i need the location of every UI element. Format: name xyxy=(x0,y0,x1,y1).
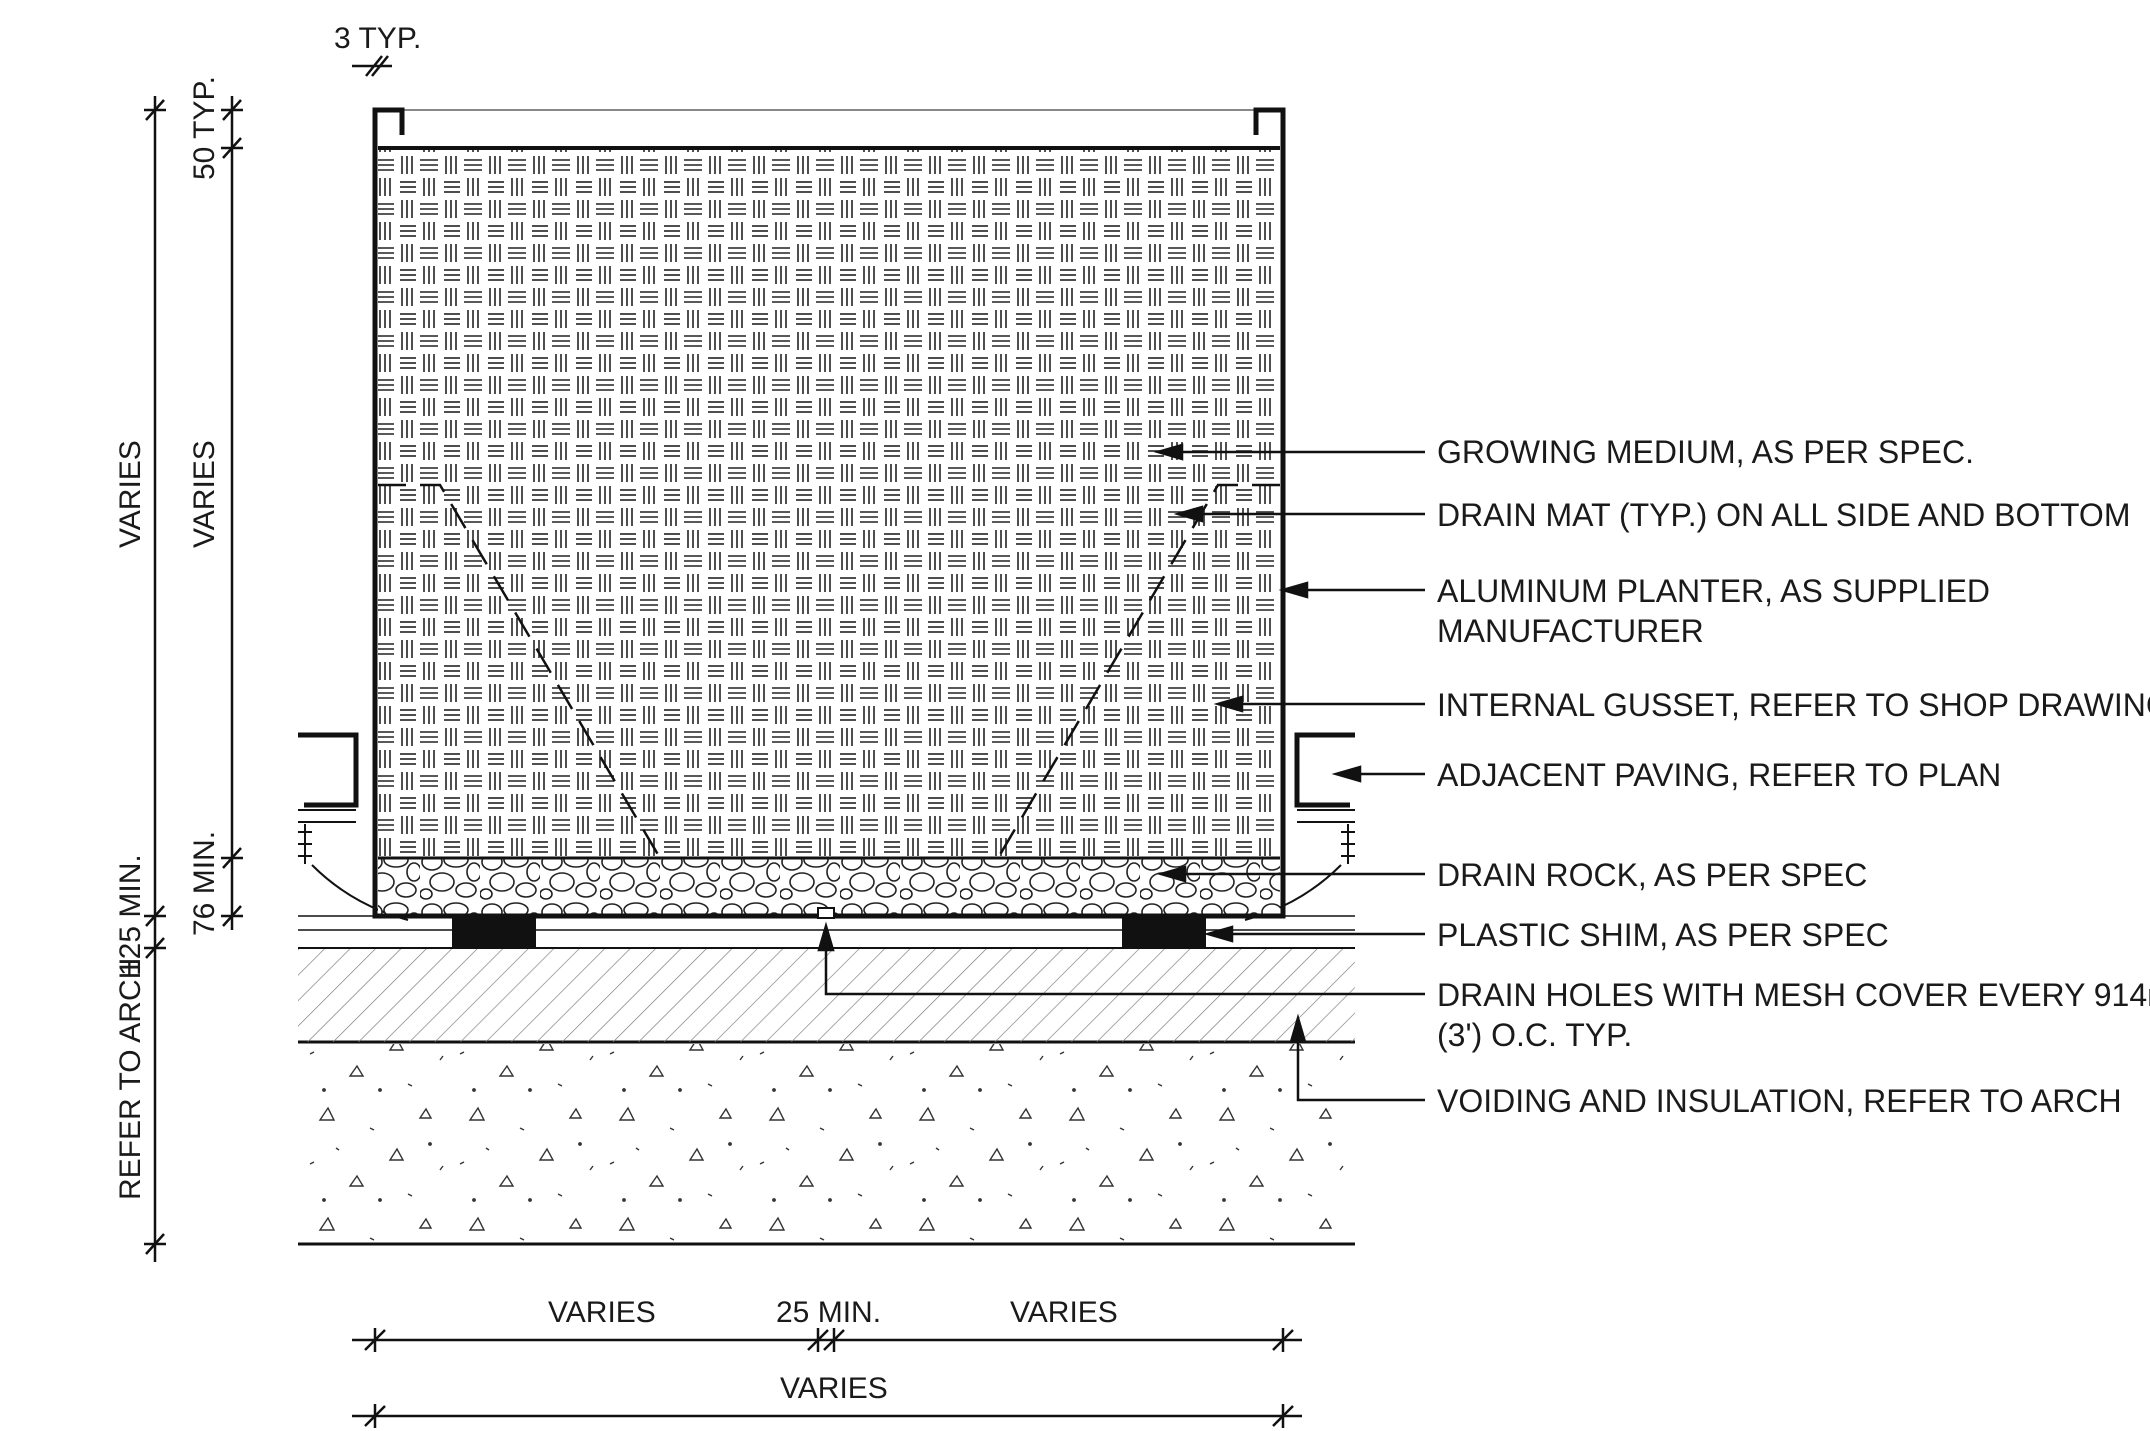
callout-drain-rock: DRAIN ROCK, AS PER SPEC xyxy=(1437,857,1867,893)
dim-drain-rock-min: 76 MIN. xyxy=(188,831,221,936)
callout-drain-holes-line2: (3') O.C. TYP. xyxy=(1437,1017,1632,1053)
callout-aluminum-planter-line1: ALUMINUM PLANTER, AS SUPPLIED xyxy=(1437,573,1990,609)
dim-left-span: VARIES xyxy=(548,1296,656,1329)
plastic-shim-right xyxy=(1122,916,1206,948)
growing-medium xyxy=(378,148,1280,858)
drain-rock xyxy=(378,858,1280,916)
callout-internal-gusset: INTERNAL GUSSET, REFER TO SHOP DRAWINGS xyxy=(1437,687,2150,723)
concrete-slab xyxy=(298,1044,1355,1244)
callout-voiding: VOIDING AND INSULATION, REFER TO ARCH xyxy=(1437,1083,2122,1119)
callout-growing-medium: GROWING MEDIUM, AS PER SPEC. xyxy=(1437,434,1974,470)
dim-right-span: VARIES xyxy=(1010,1296,1118,1329)
callout-drain-mat: DRAIN MAT (TYP.) ON ALL SIDE AND BOTTOM xyxy=(1437,497,2130,533)
dim-top-typ: 3 TYP. xyxy=(334,22,421,55)
dim-overall-height: VARIES xyxy=(114,440,147,548)
internal-gusset xyxy=(378,483,1280,859)
callout-drain-holes-line1: DRAIN HOLES WITH MESH COVER EVERY 914mm xyxy=(1437,977,2150,1013)
callout-aluminum-planter-line2: MANUFACTURER xyxy=(1437,613,1704,649)
callout-adjacent-paving: ADJACENT PAVING, REFER TO PLAN xyxy=(1437,757,2001,793)
callout-plastic-shim: PLASTIC SHIM, AS PER SPEC xyxy=(1437,917,1889,953)
dim-slab: REFER TO ARCH xyxy=(114,958,147,1200)
dim-planter-height: VARIES xyxy=(188,440,221,548)
dim-gap-min: 25 MIN. xyxy=(776,1296,881,1329)
dim-base-min: 125 MIN. xyxy=(114,854,147,976)
dim-rim-typ: 50 TYP. xyxy=(188,76,221,180)
plastic-shim-left xyxy=(452,916,536,948)
dim-overall-width: VARIES xyxy=(780,1372,888,1405)
drain-hole xyxy=(817,907,835,919)
